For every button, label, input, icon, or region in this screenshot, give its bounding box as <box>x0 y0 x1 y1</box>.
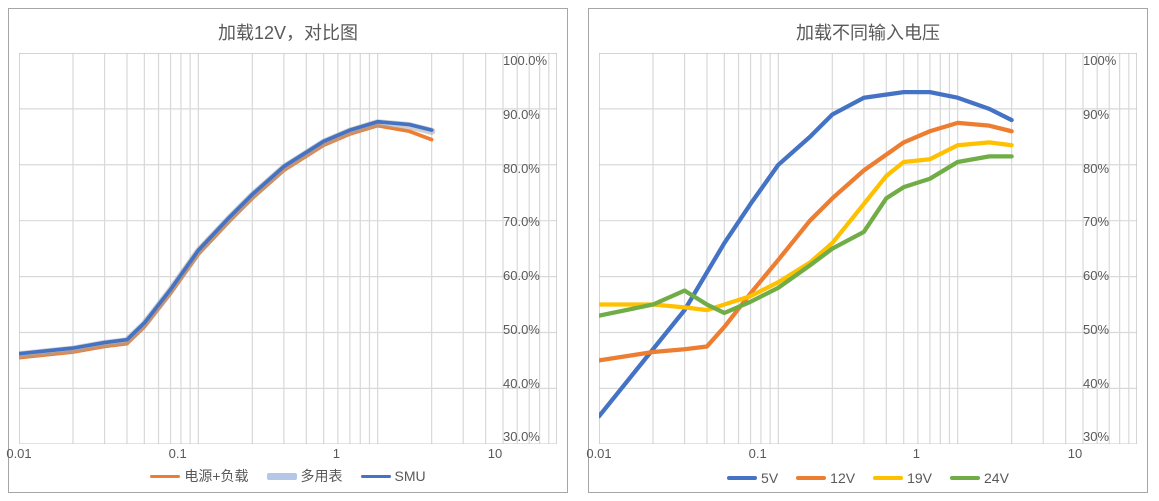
y-tick-label: 40% <box>1083 376 1137 391</box>
chart-title-right: 加载不同输入电压 <box>599 19 1137 45</box>
x-axis-labels-left: 0.010.1110 <box>19 446 495 460</box>
y-tick-label: 60.0% <box>503 268 557 283</box>
y-tick-label: 70.0% <box>503 214 557 229</box>
legend-swatch <box>796 476 826 480</box>
y-tick-label: 50% <box>1083 322 1137 337</box>
chart-panel-right: 加载不同输入电压 100% 90% 80% 70% 60% 50% 40% 30% 0.01 0… <box>588 8 1148 493</box>
legend-swatch <box>361 475 391 478</box>
x-tick-label: 0.01 <box>6 446 31 461</box>
y-tick-label: 90.0% <box>503 107 557 122</box>
legend-item: SMU <box>361 466 426 486</box>
legend-swatch <box>873 476 903 480</box>
legend-item: 12V <box>796 470 855 486</box>
legend-label: 12V <box>830 470 855 486</box>
y-tick-label: 100% <box>1083 53 1137 68</box>
y-axis-labels-right: 100% 90% 80% 70% 60% 50% 40% 30% <box>1077 53 1137 444</box>
chart-body-right: 100% 90% 80% 70% 60% 50% 40% 30% <box>599 53 1137 444</box>
y-tick-label: 30.0% <box>503 429 557 444</box>
chart-title-left: 加载12V，对比图 <box>19 19 557 45</box>
x-tick-label: 1 <box>913 446 920 461</box>
legend-label: 5V <box>761 470 778 486</box>
legend-label: 24V <box>984 470 1009 486</box>
legend-label: SMU <box>395 468 426 484</box>
legend-swatch <box>950 476 980 480</box>
y-tick-label: 90% <box>1083 107 1137 122</box>
plot-svg-right <box>599 53 1137 444</box>
y-tick-label: 40.0% <box>503 376 557 391</box>
legend-label: 电源+负载 <box>184 466 248 486</box>
chart-panel-left: 加载12V，对比图 100.0% 90.0% 80.0% 70.0% 60.0% 50.0… <box>8 8 568 493</box>
x-tick-label: 10 <box>488 446 502 461</box>
y-tick-label: 70% <box>1083 214 1137 229</box>
x-tick-label: 0.1 <box>749 446 767 461</box>
y-tick-label: 80.0% <box>503 161 557 176</box>
y-tick-label: 30% <box>1083 429 1137 444</box>
y-axis-labels-left: 100.0% 90.0% 80.0% 70.0% 60.0% 50.0% 40.0% 30.0… <box>497 53 557 444</box>
chart-body-left: 100.0% 90.0% 80.0% 70.0% 60.0% 50.0% 40.0% 30.0… <box>19 53 557 444</box>
x-tick-label: 1 <box>333 446 340 461</box>
legend-item: 多用表 <box>267 466 343 486</box>
legend-swatch <box>267 473 297 480</box>
y-tick-label: 60% <box>1083 268 1137 283</box>
plot-area-left <box>19 53 557 444</box>
legend-label: 多用表 <box>301 466 343 486</box>
legend-item: 5V <box>727 470 778 486</box>
legend-label: 19V <box>907 470 932 486</box>
plot-area-right <box>599 53 1137 444</box>
y-tick-label: 100.0% <box>503 53 557 68</box>
legend-swatch <box>727 476 757 480</box>
legend-item: 19V <box>873 470 932 486</box>
plot-svg-left <box>19 53 557 444</box>
y-tick-label: 80% <box>1083 161 1137 176</box>
legend-right: 5V 12V 19V 24V <box>599 470 1137 486</box>
legend-item: 电源+负载 <box>150 466 248 486</box>
x-tick-label: 0.01 <box>586 446 611 461</box>
x-axis-labels-right: 0.010.1110 <box>599 446 1075 464</box>
y-tick-label: 50.0% <box>503 322 557 337</box>
x-tick-label: 0.1 <box>169 446 187 461</box>
x-tick-label: 10 <box>1068 446 1082 461</box>
legend-item: 24V <box>950 470 1009 486</box>
legend-left: 电源+负载 多用表 SMU <box>19 466 557 486</box>
legend-swatch <box>150 475 180 478</box>
